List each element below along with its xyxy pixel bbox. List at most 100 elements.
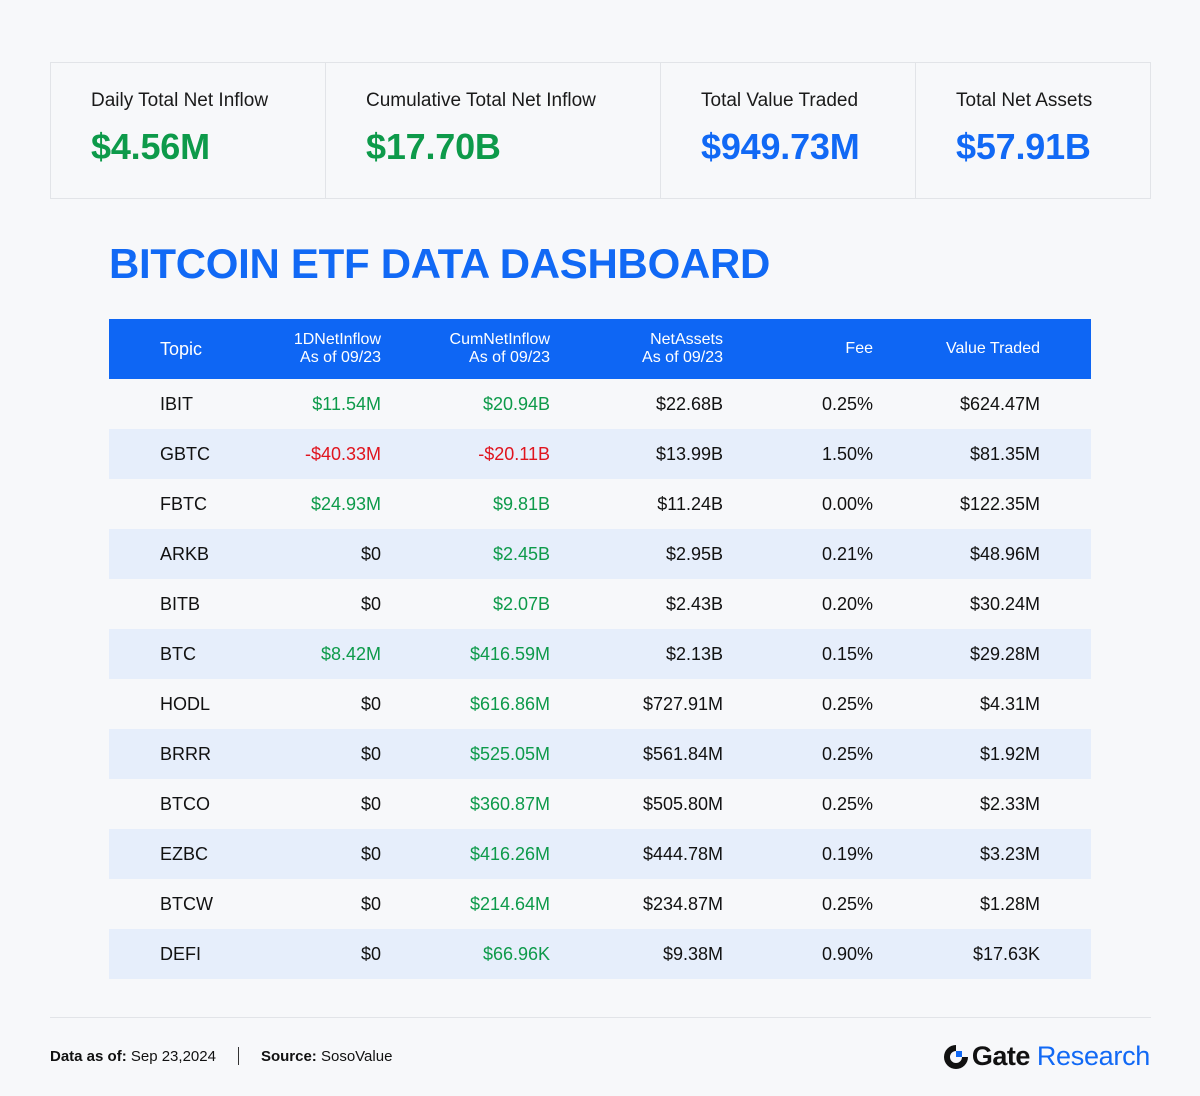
- cell-net-assets: $444.78M: [642, 843, 723, 864]
- cell-net-assets: $2.95B: [665, 543, 723, 564]
- cell-net-assets: $505.80M: [642, 793, 723, 814]
- table-row: ARKB $0 $2.45B $2.95B 0.21% $48.96M: [109, 529, 1091, 579]
- cell-inflow: $11.54M: [312, 393, 381, 414]
- cell-value-traded: $4.31M: [979, 693, 1040, 714]
- table-body: IBIT $11.54M $20.94B $22.68B 0.25% $624.47M GB…: [109, 379, 1091, 979]
- cell-value-traded: $2.33M: [979, 793, 1040, 814]
- cell-cum-inflow: $9.81B: [492, 493, 550, 514]
- stat-label: Total Value Traded: [701, 90, 859, 111]
- table-row: GBTC -$40.33M -$20.11B $13.99B 1.50% $81.35M: [109, 429, 1091, 479]
- stat-daily-net-inflow: Daily Total Net Inflow $4.56M: [51, 63, 326, 198]
- cell-inflow: $0: [360, 943, 381, 964]
- cell-topic: BTCO: [160, 793, 211, 814]
- header-inflow: 1DNetInflow As of 09/23: [293, 330, 381, 366]
- cell-value-traded: $1.28M: [979, 893, 1040, 914]
- cell-net-assets: $13.99B: [655, 443, 723, 464]
- table-row: IBIT $11.54M $20.94B $22.68B 0.25% $624.47M: [109, 379, 1091, 429]
- cell-topic: IBIT: [160, 393, 194, 414]
- cell-topic: GBTC: [160, 443, 211, 464]
- stat-label: Cumulative Total Net Inflow: [366, 90, 596, 111]
- gate-research-logo: Gate Research: [943, 1041, 1150, 1072]
- footer-divider: [50, 1017, 1151, 1018]
- cell-cum-inflow: $360.87M: [469, 793, 550, 814]
- footer-separator: [237, 1047, 239, 1065]
- cell-topic: BITB: [160, 593, 201, 614]
- table-row: BTCO $0 $360.87M $505.80M 0.25% $2.33M: [109, 779, 1091, 829]
- table-row: BITB $0 $2.07B $2.43B 0.20% $30.24M: [109, 579, 1091, 629]
- cell-net-assets: $2.13B: [665, 643, 723, 664]
- cell-net-assets: $22.68B: [655, 393, 723, 414]
- cell-fee: 0.25%: [821, 743, 873, 764]
- cell-fee: 0.21%: [821, 543, 873, 564]
- data-source: Source: SosoValue: [260, 1047, 393, 1065]
- stat-label: Daily Total Net Inflow: [91, 90, 269, 111]
- cell-value-traded: $122.35M: [959, 493, 1040, 514]
- logo-suffix: Research: [1036, 1041, 1150, 1071]
- header-net-assets: NetAssets As of 09/23: [642, 330, 723, 366]
- cell-inflow: $0: [360, 593, 381, 614]
- cell-inflow: $24.93M: [310, 493, 381, 514]
- cell-inflow: -$40.33M: [304, 443, 381, 464]
- cell-value-traded: $29.28M: [969, 643, 1040, 664]
- cell-inflow: $0: [360, 893, 381, 914]
- stat-total-value-traded: Total Value Traded $949.73M: [661, 63, 916, 198]
- cell-cum-inflow: $2.45B: [492, 543, 550, 564]
- cell-fee: 0.00%: [821, 493, 873, 514]
- table-row: DEFI $0 $66.96K $9.38M 0.90% $17.63K: [109, 929, 1091, 979]
- header-fee: Fee: [845, 339, 873, 357]
- table-row: BRRR $0 $525.05M $561.84M 0.25% $1.92M: [109, 729, 1091, 779]
- cell-cum-inflow: $616.86M: [469, 693, 550, 714]
- cell-value-traded: $624.47M: [959, 393, 1040, 414]
- cell-value-traded: $17.63K: [972, 943, 1040, 964]
- header-cum-inflow: CumNetInflow As of 09/23: [449, 330, 550, 366]
- header-topic: Topic: [160, 338, 203, 359]
- cell-cum-inflow: $525.05M: [469, 743, 550, 764]
- cell-cum-inflow: $66.96K: [482, 943, 550, 964]
- cell-topic: DEFI: [160, 943, 202, 964]
- cell-topic: HODL: [160, 693, 211, 714]
- cell-topic: ARKB: [160, 543, 210, 564]
- cell-value-traded: $30.24M: [969, 593, 1040, 614]
- cell-cum-inflow: -$20.11B: [478, 443, 550, 464]
- cell-fee: 0.25%: [821, 693, 873, 714]
- cell-inflow: $8.42M: [320, 643, 381, 664]
- stat-label: Total Net Assets: [956, 90, 1093, 111]
- cell-net-assets: $11.24B: [657, 493, 723, 514]
- cell-net-assets: $234.87M: [642, 893, 723, 914]
- cell-fee: 0.15%: [821, 643, 873, 664]
- cell-net-assets: $727.91M: [642, 693, 723, 714]
- logo-brand: Gate: [971, 1041, 1031, 1071]
- header-value-traded: Value Traded: [946, 339, 1040, 357]
- cell-net-assets: $9.38M: [662, 943, 723, 964]
- cell-fee: 0.20%: [821, 593, 873, 614]
- table-row: HODL $0 $616.86M $727.91M 0.25% $4.31M: [109, 679, 1091, 729]
- cell-value-traded: $48.96M: [969, 543, 1040, 564]
- cell-cum-inflow: $416.26M: [469, 843, 550, 864]
- cell-topic: BRRR: [160, 743, 212, 764]
- cell-inflow: $0: [360, 843, 381, 864]
- table-row: FBTC $24.93M $9.81B $11.24B 0.00% $122.35M: [109, 479, 1091, 529]
- stat-value: $57.91B: [956, 126, 1091, 167]
- stat-value: $17.70B: [366, 126, 501, 167]
- cell-cum-inflow: $20.94B: [482, 393, 550, 414]
- footer: Data as of: Sep 23,2024 Source: SosoValu…: [50, 1047, 392, 1065]
- etf-table: Topic 1DNetInflow As of 09/23 CumNetInfl…: [109, 319, 1091, 979]
- cell-topic: BTC: [160, 643, 196, 664]
- cell-value-traded: $1.92M: [979, 743, 1040, 764]
- table-header: Topic 1DNetInflow As of 09/23 CumNetInfl…: [109, 319, 1091, 379]
- cell-fee: 0.25%: [821, 893, 873, 914]
- cell-inflow: $0: [360, 543, 381, 564]
- cell-net-assets: $561.84M: [642, 743, 723, 764]
- cell-topic: FBTC: [160, 493, 207, 514]
- table-row: EZBC $0 $416.26M $444.78M 0.19% $3.23M: [109, 829, 1091, 879]
- table-row: BTCW $0 $214.64M $234.87M 0.25% $1.28M: [109, 879, 1091, 929]
- cell-inflow: $0: [360, 743, 381, 764]
- stats-bar: Daily Total Net Inflow $4.56M Cumulative…: [50, 62, 1151, 199]
- cell-fee: 0.25%: [821, 793, 873, 814]
- cell-value-traded: $81.35M: [969, 443, 1040, 464]
- cell-inflow: $0: [360, 793, 381, 814]
- gate-logo-icon: [943, 1044, 968, 1069]
- stat-value: $4.56M: [91, 126, 210, 167]
- cell-fee: 0.19%: [821, 843, 873, 864]
- cell-fee: 0.25%: [821, 393, 873, 414]
